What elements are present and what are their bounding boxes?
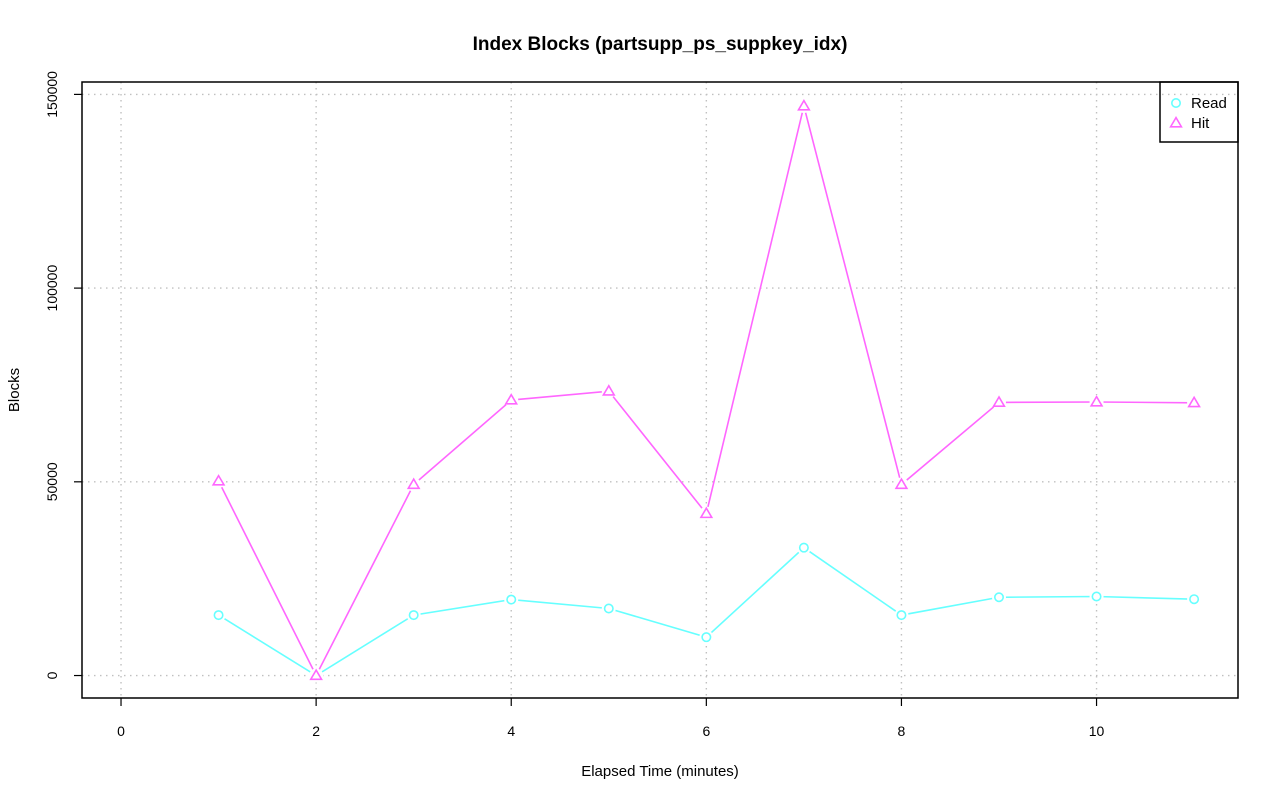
- data-point-read: [1189, 594, 1200, 605]
- x-tick-label: 8: [898, 723, 906, 739]
- legend-label-hit: Hit: [1191, 115, 1210, 132]
- legend-box: [1159, 81, 1239, 143]
- series-hit: [211, 99, 1202, 683]
- data-point-hit: [504, 393, 519, 405]
- y-tick-label: 50000: [44, 462, 60, 501]
- data-point-read: [213, 610, 224, 621]
- y-tick-label: 150000: [44, 71, 60, 118]
- y-tick-label: 100000: [44, 265, 60, 312]
- plot-frame: [81, 81, 1239, 699]
- data-point-read: [408, 610, 419, 621]
- data-point-read: [896, 610, 907, 621]
- data-point-hit: [211, 474, 226, 486]
- x-tick-label: 6: [702, 723, 710, 739]
- legend-item-hit: Hit: [1169, 115, 1210, 132]
- data-point-read: [603, 603, 614, 614]
- legend-item-read: Read: [1171, 95, 1227, 112]
- legend: Read Hit: [1159, 81, 1239, 143]
- data-point-hit: [894, 477, 909, 490]
- x-tick-label: 10: [1089, 723, 1105, 739]
- data-point-hit: [406, 477, 421, 490]
- series-read: [211, 540, 1202, 683]
- x-tick-label: 0: [117, 723, 125, 739]
- data-point-hit: [1089, 395, 1104, 407]
- x-tick-label: 4: [507, 723, 515, 739]
- y-tick-label: 0: [44, 671, 60, 679]
- data-point-read: [1091, 591, 1102, 602]
- series-line-read: [218, 546, 1195, 677]
- data-point-hit: [797, 99, 811, 111]
- data-point-hit: [699, 506, 714, 519]
- data-point-read: [993, 592, 1004, 603]
- chart-title: Index Blocks (partsupp_ps_suppkey_idx): [473, 34, 848, 55]
- legend-marker-read: [1171, 98, 1182, 109]
- x-axis-label: Elapsed Time (minutes): [581, 763, 739, 780]
- data-point-hit: [992, 395, 1006, 407]
- y-axis: 0 50000 100000 150000: [44, 71, 82, 679]
- data-point-read: [506, 594, 517, 605]
- grid-lines: [82, 82, 1238, 698]
- data-point-hit: [601, 384, 616, 396]
- series-layer: [211, 99, 1202, 683]
- data-point-read: [798, 542, 809, 553]
- legend-marker-hit: [1169, 116, 1183, 128]
- data-point-hit: [309, 668, 323, 681]
- legend-label-read: Read: [1191, 95, 1227, 112]
- data-point-read: [701, 632, 712, 643]
- x-axis: 0 2 4 6 8 10: [117, 698, 1105, 739]
- data-point-hit: [1187, 395, 1201, 408]
- y-axis-label: Blocks: [6, 368, 23, 412]
- x-tick-label: 2: [312, 723, 320, 739]
